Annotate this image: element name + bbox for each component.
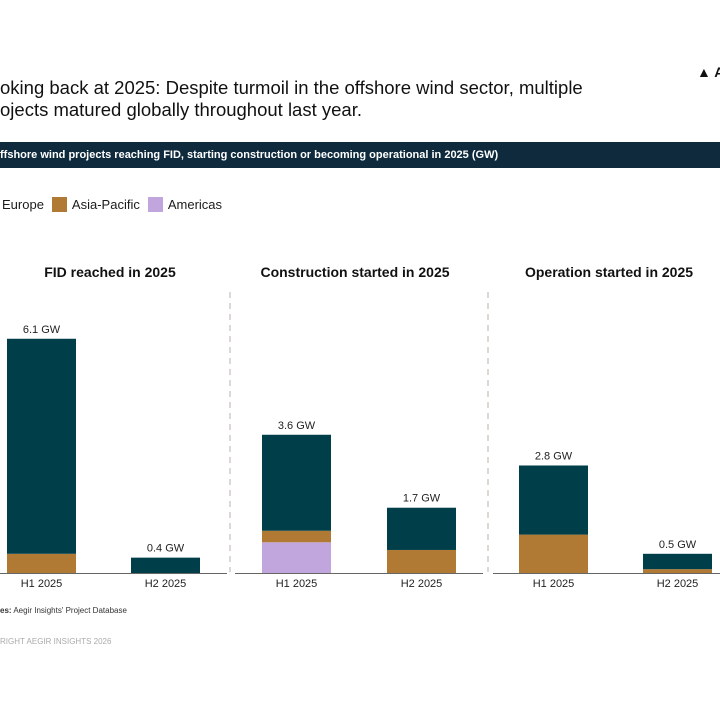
- x-tick-label: H1 2025: [276, 578, 318, 590]
- bar-europe: [643, 553, 712, 570]
- x-tick-label: H2 2025: [401, 578, 443, 590]
- logo-text: A: [714, 64, 720, 80]
- bar-americas: [262, 542, 331, 573]
- legend-label: Asia-Pacific: [71, 197, 140, 212]
- legend-label: Europe: [2, 197, 44, 212]
- x-tick-label: H1 2025: [21, 578, 63, 590]
- panel-title: Operation started in 2025: [525, 264, 693, 280]
- page-title: oking back at 2025: Despite turmoil in t…: [0, 77, 583, 121]
- bar-asia-pacific: [387, 549, 456, 573]
- x-tick-label: H2 2025: [145, 578, 187, 590]
- bar-europe: [262, 434, 331, 531]
- logo-triangles-icon: ▲: [697, 64, 711, 80]
- x-tick-label: H2 2025: [657, 578, 699, 590]
- sources-text: Aegir Insights' Project Database: [11, 606, 127, 615]
- value-label: 3.6 GW: [278, 420, 316, 432]
- bar-europe: [131, 557, 200, 573]
- value-label: 2.8 GW: [535, 450, 573, 462]
- legend-swatch-americas: [147, 197, 163, 212]
- value-label: 6.1 GW: [23, 324, 61, 336]
- panel-title: FID reached in 2025: [44, 264, 176, 280]
- sources: es: Aegir Insights' Project Database: [0, 606, 127, 615]
- bar-europe: [7, 338, 76, 554]
- logo: ▲ A: [697, 64, 720, 80]
- bar-europe: [519, 465, 588, 535]
- panel-title: Construction started in 2025: [260, 264, 449, 280]
- x-tick-label: H1 2025: [533, 578, 575, 590]
- value-label: 0.5 GW: [659, 539, 697, 551]
- bar-asia-pacific: [643, 569, 712, 573]
- legend-swatch-asia-pacific: [51, 197, 67, 212]
- legend-label: Americas: [167, 197, 223, 212]
- bar-asia-pacific: [519, 534, 588, 573]
- copyright: RIGHT AEGIR INSIGHTS 2026: [0, 637, 112, 646]
- title-line: ojects matured globally throughout last …: [0, 99, 362, 120]
- bar-asia-pacific: [7, 553, 76, 573]
- legend: Europe Asia-Pacific Americas: [0, 197, 222, 212]
- bar-europe: [387, 507, 456, 550]
- value-label: 1.7 GW: [403, 493, 441, 505]
- title-line: oking back at 2025: Despite turmoil in t…: [0, 77, 583, 98]
- bar-asia-pacific: [262, 530, 331, 543]
- sources-label: es:: [0, 606, 12, 615]
- chart-header: ffshore wind projects reaching FID, star…: [0, 142, 720, 168]
- value-label: 0.4 GW: [147, 543, 185, 555]
